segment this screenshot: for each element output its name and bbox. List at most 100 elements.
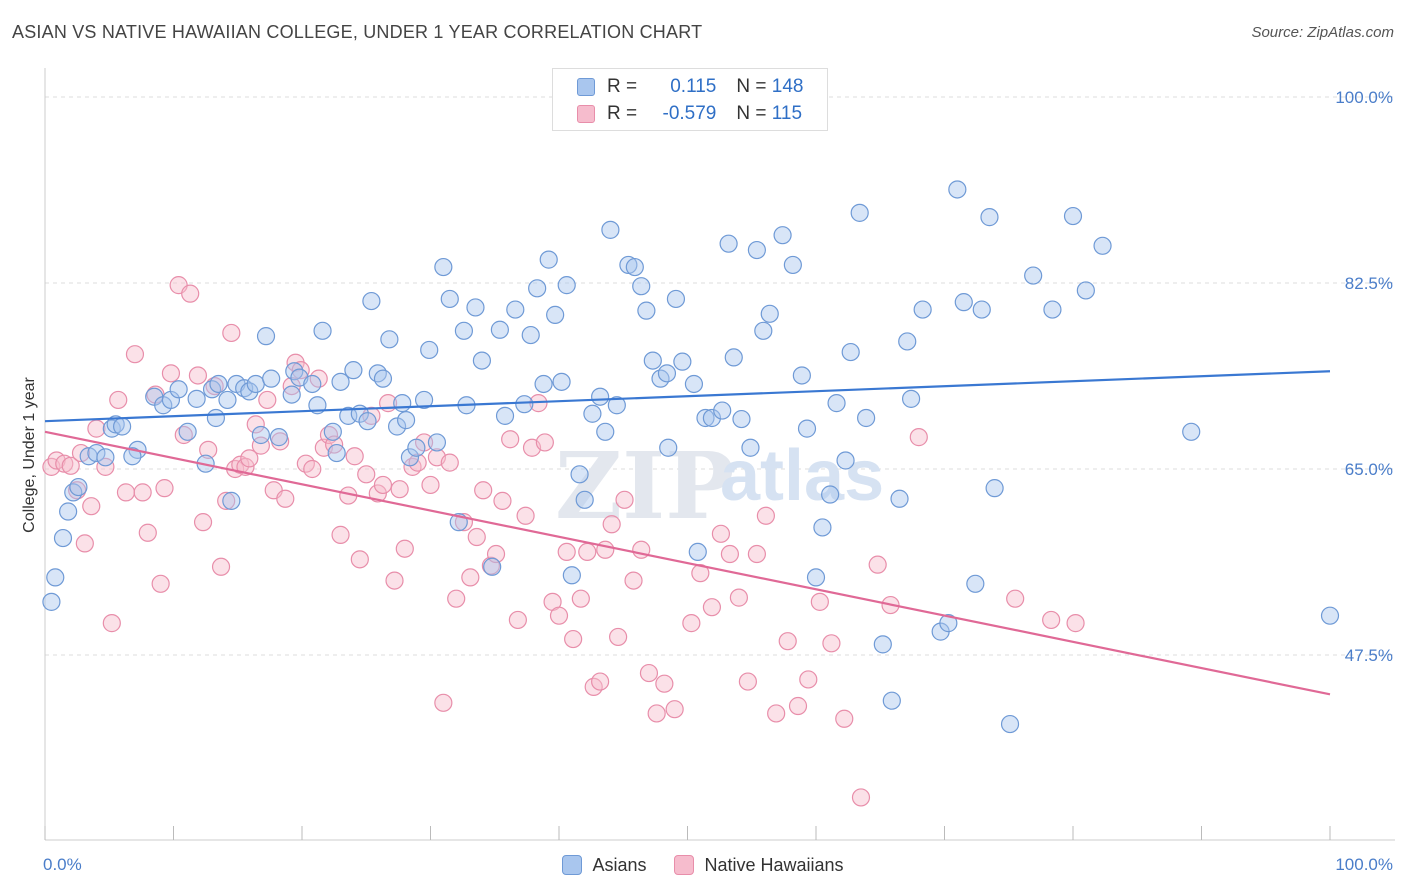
asian-point bbox=[42, 592, 61, 611]
asian-point bbox=[64, 483, 83, 502]
asian-point bbox=[939, 614, 958, 633]
native-hawaiian-point bbox=[609, 627, 628, 647]
native-hawaiian-point bbox=[591, 672, 610, 691]
asian-point bbox=[282, 385, 301, 404]
asian-point bbox=[898, 332, 917, 351]
asian-point bbox=[666, 289, 686, 309]
asian-point bbox=[760, 304, 779, 323]
asian-point bbox=[546, 305, 565, 324]
asian-point bbox=[637, 301, 656, 320]
legend-item-native-hawaiians[interactable]: Native Hawaiians bbox=[674, 854, 844, 876]
asian-swatch bbox=[577, 78, 595, 96]
y-tick-label: 47.5% bbox=[1345, 646, 1393, 665]
native-hawaiian-point bbox=[303, 459, 322, 479]
asian-point bbox=[702, 408, 722, 428]
y-axis-title: College, Under 1 year bbox=[21, 377, 38, 533]
asian-point bbox=[358, 412, 377, 431]
asian-point bbox=[657, 364, 677, 383]
native-hawaiian-point bbox=[217, 491, 236, 510]
legend-item-asians[interactable]: Asians bbox=[562, 855, 646, 876]
asian-point bbox=[741, 438, 760, 457]
asian-point bbox=[362, 291, 381, 311]
asian-point bbox=[724, 348, 743, 367]
native-hawaiian-point bbox=[133, 483, 152, 502]
native-hawaiian-point bbox=[251, 436, 270, 455]
legend-n-value: 115 bbox=[771, 103, 803, 124]
native-hawaiian-point bbox=[373, 475, 393, 495]
native-hawaiian-point bbox=[615, 490, 634, 509]
asian-point bbox=[601, 220, 620, 239]
native-hawaiian-swatch bbox=[577, 105, 595, 123]
asian-point bbox=[632, 277, 651, 296]
native-hawaiian-point bbox=[571, 589, 590, 608]
legend-n-label: N = bbox=[736, 103, 772, 124]
asian-point bbox=[313, 321, 332, 340]
asian-point bbox=[972, 300, 991, 319]
asian-point bbox=[948, 180, 967, 199]
asian-point bbox=[59, 502, 78, 521]
native-hawaiian-point bbox=[596, 540, 615, 559]
asian-point bbox=[882, 691, 901, 710]
native-hawaiian-point bbox=[602, 515, 621, 534]
series-asians bbox=[42, 180, 1340, 734]
asian-point bbox=[222, 491, 241, 510]
legend-label-asians: Asians bbox=[592, 854, 647, 875]
native-hawaiian-point bbox=[549, 606, 569, 625]
native-hawaiian-point bbox=[767, 704, 786, 723]
native-hawaiian-point bbox=[738, 672, 757, 691]
asian-point bbox=[506, 300, 525, 319]
native-hawaiian-point bbox=[421, 475, 440, 495]
asian-point bbox=[521, 325, 540, 345]
asian-trend-line bbox=[44, 370, 1331, 423]
asian-point bbox=[596, 422, 615, 441]
asian-point bbox=[407, 438, 426, 457]
asian-point bbox=[187, 389, 206, 408]
native-hawaiian-point bbox=[481, 556, 500, 575]
asian-point bbox=[112, 417, 132, 436]
asian-point bbox=[466, 298, 485, 317]
asian-point bbox=[954, 293, 973, 312]
trend-lines bbox=[44, 370, 1331, 696]
asian-point bbox=[913, 300, 932, 319]
asian-point bbox=[890, 489, 909, 508]
asian-point bbox=[534, 374, 553, 394]
native-hawaiian-point bbox=[116, 483, 136, 502]
native-hawaiian-point bbox=[222, 323, 241, 343]
native-hawaiian-point bbox=[535, 433, 554, 452]
native-hawaiian-point bbox=[1006, 589, 1025, 608]
asian-point bbox=[797, 419, 817, 438]
native-hawaiian-point bbox=[357, 465, 376, 484]
native-hawaiian-point bbox=[151, 574, 170, 593]
native-hawaiian-point bbox=[702, 598, 722, 617]
asian-point bbox=[96, 448, 115, 467]
asian-point bbox=[821, 485, 840, 504]
native-hawaiian-point bbox=[276, 489, 295, 508]
native-hawaiian-point bbox=[447, 589, 466, 608]
native-hawaiian-point bbox=[331, 525, 350, 544]
asian-point bbox=[495, 406, 515, 425]
legend-label-native-hawaiians: Native Hawaiians bbox=[704, 854, 844, 875]
stats-legend: R = 0.115 N = 148 R = -0.579 N = 115 bbox=[552, 68, 828, 131]
native-hawaiian-point bbox=[109, 390, 128, 410]
native-hawaiian-point bbox=[909, 428, 928, 447]
source-credit: Source: ZipAtlas.com bbox=[1251, 24, 1394, 41]
asian-point bbox=[387, 417, 407, 436]
asian-point bbox=[490, 320, 509, 339]
native-hawaiian-point bbox=[578, 542, 597, 562]
native-hawaiian-point bbox=[729, 588, 749, 607]
asian-point bbox=[557, 276, 576, 295]
asian-point bbox=[857, 408, 876, 428]
asian-point bbox=[696, 408, 715, 428]
native-hawaiian-point bbox=[564, 629, 583, 649]
y-tick-label: 100.0% bbox=[1335, 88, 1393, 107]
native-hawaiian-point bbox=[161, 364, 181, 383]
asian-point bbox=[980, 208, 999, 227]
native-hawaiian-point bbox=[240, 449, 259, 468]
y-tick-label: 82.5% bbox=[1345, 274, 1393, 293]
native-hawaiian-point bbox=[655, 674, 674, 693]
asian-point bbox=[562, 566, 581, 585]
asian-point bbox=[393, 394, 412, 413]
asian-point bbox=[53, 528, 73, 548]
asian-point bbox=[1076, 281, 1095, 300]
asian-point bbox=[262, 369, 281, 388]
